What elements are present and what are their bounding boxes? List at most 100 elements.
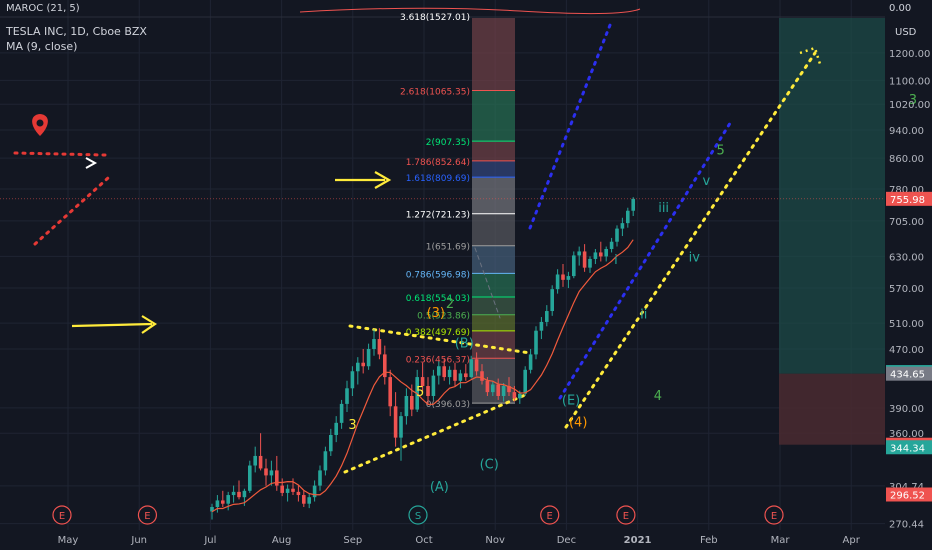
price-tick-label: 304.74 (889, 482, 924, 493)
yellow-projection-line[interactable] (564, 51, 817, 429)
price-tick-label: 860.00 (889, 154, 924, 165)
wave-label[interactable]: v (703, 174, 711, 189)
wave-label[interactable]: 2 (446, 297, 454, 312)
earnings-marker[interactable] (616, 505, 636, 525)
candle-body (345, 388, 349, 404)
profit-zone (779, 18, 885, 374)
fib-zone (472, 141, 515, 161)
time-tick-label: Aug (272, 535, 292, 546)
fib-zone (472, 273, 515, 298)
candle-body (539, 321, 544, 331)
yellow-arrow-right[interactable] (335, 171, 392, 189)
price-tick-label: 470.00 (889, 345, 924, 356)
ma-legend[interactable]: MA (9, close) (6, 40, 78, 53)
wave-label[interactable]: (B) (455, 337, 474, 352)
price-tick-label: 1200.00 (889, 49, 930, 60)
candle-body (469, 359, 473, 378)
map-pin-hole (36, 119, 44, 127)
candle-body (318, 470, 322, 486)
candle-body (491, 384, 495, 393)
candle-body (215, 500, 220, 508)
time-tick-label: Dec (557, 535, 576, 546)
fib-zone (472, 245, 515, 274)
wave-label[interactable]: (C) (480, 457, 499, 472)
event-marker-label: E (144, 511, 150, 522)
blue-channel-upper[interactable] (528, 18, 614, 230)
candle-body (582, 251, 587, 268)
candle-body (545, 311, 549, 322)
price-label: 434.65 (890, 370, 925, 381)
wave-label[interactable]: (4) (569, 415, 587, 430)
candle-body (285, 488, 290, 493)
price-tick-label: 510.00 (889, 319, 924, 330)
time-axis[interactable]: May Jun Jul Aug Sep Oct Nov Dec 2021 Feb Mar Apr (58, 535, 861, 546)
blue-channel-lower[interactable] (558, 118, 734, 400)
wave-label[interactable]: (A) (430, 480, 449, 495)
candlesticks (210, 197, 635, 520)
price-label: 755.98 (890, 195, 925, 206)
candle-body (480, 371, 484, 381)
candle-body (410, 396, 414, 410)
indicator-legend[interactable]: MAROC (21, 5) (6, 3, 80, 14)
candle-body (210, 507, 214, 512)
indicator-line (299, 7, 641, 15)
red-dotted-diagonal[interactable] (33, 176, 110, 246)
triangle-upper-line[interactable] (348, 324, 532, 355)
price-tick-label: 570.00 (889, 284, 924, 295)
wave-label[interactable]: 4 (654, 389, 662, 404)
yellow-arrow-left[interactable] (71, 315, 158, 334)
candle-body (404, 396, 409, 417)
candle-body (577, 251, 581, 256)
candle-body (485, 380, 490, 393)
candle-body (237, 491, 241, 498)
wave-label[interactable]: ii (640, 307, 647, 322)
triangle-lower-line[interactable] (343, 393, 527, 474)
wave-label[interactable]: 5 (716, 143, 724, 158)
price-label: 296.52 (890, 490, 925, 501)
gray-dashed-line[interactable] (474, 247, 501, 319)
earnings-marker[interactable] (540, 505, 560, 525)
earnings-marker[interactable] (137, 505, 158, 525)
candle-body (626, 210, 630, 224)
risk-reward-boxes (779, 18, 885, 445)
currency-label[interactable]: USD (895, 27, 917, 38)
candle-body (264, 468, 268, 476)
wave-label[interactable]: 3 (348, 418, 356, 433)
symbol-legend[interactable]: TESLA INC, 1D, Cboe BZX (6, 25, 147, 38)
price-label-box (886, 440, 932, 455)
chevron-right-icon[interactable] (85, 157, 98, 169)
candle-body (377, 339, 382, 355)
candle-body (528, 354, 533, 370)
candle-body (323, 451, 328, 471)
candle-body (534, 330, 538, 355)
price-label: 344.34 (890, 443, 925, 454)
fib-level-label: 0.382(497.69) (406, 328, 470, 338)
candle-body (555, 274, 560, 290)
wave-label[interactable]: i (614, 253, 618, 268)
candle-body (518, 393, 522, 399)
wave-label[interactable]: (E) (562, 394, 580, 409)
time-tick-label: Mar (771, 535, 791, 546)
red-dotted-horizontal[interactable] (13, 151, 107, 157)
wave-label[interactable]: 3 (909, 93, 917, 108)
fib-zone (472, 358, 515, 404)
fib-band (472, 18, 515, 404)
event-marker-label: E (547, 511, 553, 522)
wave-label[interactable]: (3) (427, 306, 445, 321)
wave-label[interactable]: 5 (416, 385, 424, 400)
candle-body (296, 491, 301, 496)
candle-body (474, 359, 479, 372)
earnings-marker[interactable] (52, 505, 72, 525)
fib-level-label: 1.272(721.23) (406, 211, 470, 221)
price-tick-label: 780.00 (889, 185, 924, 196)
earnings-marker[interactable] (764, 505, 784, 525)
split-marker[interactable] (408, 505, 428, 525)
price-label-box (886, 366, 932, 381)
candle-body (550, 289, 554, 312)
wave-label[interactable]: iv (689, 250, 701, 265)
price-axis-area[interactable] (885, 0, 932, 550)
wave-label[interactable]: iii (658, 201, 669, 216)
candle-body (604, 248, 608, 257)
